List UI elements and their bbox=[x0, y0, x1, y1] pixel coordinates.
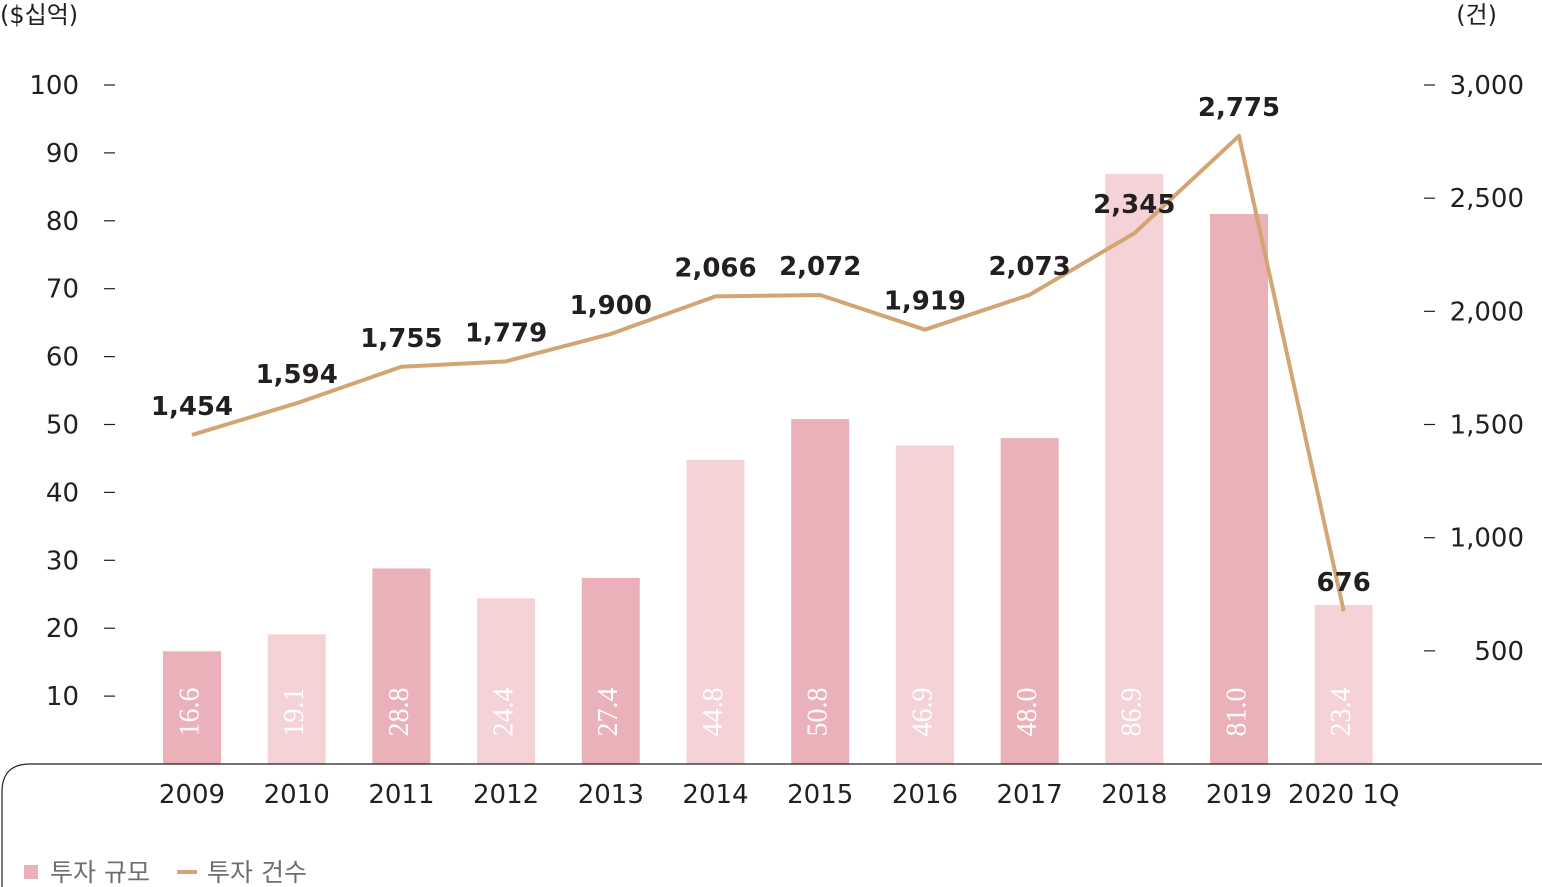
x-axis: 2009 2010 2011 2012 2013 2014 2015 2016 2017 2018… bbox=[159, 780, 1400, 810]
count-value-label: 1,454 bbox=[151, 392, 233, 422]
count-point bbox=[715, 295, 716, 297]
left-axis-tick-label: 50 bbox=[46, 411, 79, 441]
count-point bbox=[505, 360, 507, 362]
bars-group bbox=[163, 173, 1373, 765]
right-axis: 500 1,000 1,500 2,000 2,500 3,000 bbox=[1424, 71, 1524, 667]
left-axis-unit: ($십억) bbox=[0, 1, 78, 29]
bar-2012 bbox=[477, 598, 536, 764]
bar-value-label: 24.4 bbox=[489, 688, 520, 737]
x-axis-tick-label: 2015 bbox=[787, 780, 853, 810]
right-axis-tick-label: 3,000 bbox=[1450, 71, 1524, 101]
count-value-label: 2,775 bbox=[1198, 93, 1280, 123]
x-axis-tick-label: 2016 bbox=[892, 780, 958, 810]
bar-2011 bbox=[372, 568, 431, 764]
x-axis-tick-label: 2019 bbox=[1206, 780, 1272, 810]
count-line bbox=[191, 133, 1346, 612]
right-axis-tick-label: 1,000 bbox=[1450, 524, 1524, 554]
left-axis-tick-label: 90 bbox=[46, 139, 79, 169]
left-axis-tick-label: 100 bbox=[29, 71, 79, 101]
count-line-group bbox=[191, 133, 1346, 612]
right-axis-tick-label: 2,500 bbox=[1450, 184, 1524, 214]
x-axis-tick-label: 2009 bbox=[159, 780, 225, 810]
x-axis-tick-label: 2020 1Q bbox=[1288, 780, 1399, 810]
count-labels-group: 1,454 1,594 1,755 1,779 1,900 2,066 2,072 1,919… bbox=[151, 93, 1371, 598]
right-axis-tick-label: 1,500 bbox=[1450, 411, 1524, 441]
bar-value-label: 19.1 bbox=[279, 688, 310, 737]
legend: 투자 규모 투자 건수 bbox=[24, 858, 307, 887]
bar-2019 bbox=[1210, 214, 1268, 764]
x-axis-tick-label: 2017 bbox=[997, 780, 1063, 810]
left-axis: 10 20 30 40 50 60 70 80 90 100 bbox=[29, 71, 115, 712]
x-axis-tick-label: 2013 bbox=[578, 780, 644, 810]
x-axis-tick-label: 2014 bbox=[682, 780, 748, 810]
x-axis-tick-label: 2012 bbox=[473, 780, 539, 810]
count-point bbox=[400, 366, 402, 368]
left-axis-tick-label: 70 bbox=[46, 275, 79, 305]
count-value-label: 2,066 bbox=[674, 253, 756, 283]
bar-2010 bbox=[267, 634, 326, 764]
left-axis-tick-label: 80 bbox=[46, 207, 79, 237]
left-axis-tick-label: 20 bbox=[46, 614, 79, 644]
bar-2015 bbox=[791, 419, 850, 764]
left-axis-tick-label: 10 bbox=[46, 682, 79, 712]
bar-2013 bbox=[581, 577, 640, 764]
bar-value-label: 44.8 bbox=[698, 688, 729, 737]
bar-2009 bbox=[163, 651, 221, 764]
count-value-label: 2,073 bbox=[988, 252, 1070, 282]
count-point bbox=[610, 333, 612, 335]
bar-value-label: 28.8 bbox=[384, 688, 415, 737]
chart-frame bbox=[1, 763, 1542, 887]
count-point bbox=[1238, 135, 1240, 137]
bar-value-label: 27.4 bbox=[593, 688, 624, 737]
count-value-label: 2,345 bbox=[1093, 190, 1175, 220]
bar-2017 bbox=[1000, 438, 1059, 764]
count-point bbox=[1029, 294, 1031, 296]
left-axis-tick-label: 60 bbox=[46, 343, 79, 373]
count-value-label: 2,072 bbox=[779, 252, 861, 282]
x-axis-tick-label: 2010 bbox=[264, 780, 330, 810]
bar-2020-1Q bbox=[1314, 605, 1373, 764]
count-value-label: 676 bbox=[1317, 568, 1371, 598]
legend-bar-swatch bbox=[24, 865, 38, 879]
x-axis-tick-label: 2018 bbox=[1101, 780, 1167, 810]
bar-2016 bbox=[895, 445, 954, 764]
bar-value-label: 50.8 bbox=[803, 688, 834, 737]
legend-label-line: 투자 건수 bbox=[207, 858, 307, 887]
bar-value-label: 23.4 bbox=[1326, 688, 1357, 737]
x-axis-tick-label: 2011 bbox=[368, 780, 434, 810]
left-axis-tick-label: 40 bbox=[46, 478, 79, 508]
bar-labels-group: 16.6 19.1 28.8 24.4 27.4 44.8 50.8 46.9 48.0 86.9… bbox=[174, 688, 1357, 737]
bar-value-label: 81.0 bbox=[1221, 688, 1252, 737]
chart-baseline bbox=[1, 763, 1542, 887]
bar-value-label: 86.9 bbox=[1117, 688, 1148, 737]
count-value-label: 1,900 bbox=[570, 291, 652, 321]
legend-label-bars: 투자 규모 bbox=[50, 858, 150, 887]
count-point bbox=[1343, 610, 1345, 612]
bar-value-label: 48.0 bbox=[1012, 688, 1043, 737]
count-value-label: 1,779 bbox=[465, 318, 547, 348]
count-point bbox=[924, 329, 926, 331]
count-value-label: 1,594 bbox=[256, 360, 338, 390]
bar-2014 bbox=[686, 459, 745, 764]
right-axis-unit: (건) bbox=[1456, 1, 1497, 29]
count-point bbox=[819, 294, 821, 296]
count-value-label: 1,919 bbox=[884, 287, 966, 317]
bar-value-label: 16.6 bbox=[174, 688, 205, 737]
right-axis-tick-label: 2,000 bbox=[1450, 297, 1524, 327]
right-axis-tick-label: 500 bbox=[1474, 637, 1524, 667]
bar-value-label: 46.9 bbox=[907, 688, 938, 737]
count-point bbox=[296, 402, 298, 404]
left-axis-tick-label: 30 bbox=[46, 546, 79, 576]
bar-2018 bbox=[1105, 173, 1164, 765]
count-point bbox=[1133, 232, 1135, 234]
count-value-label: 1,755 bbox=[360, 324, 442, 354]
count-point bbox=[191, 434, 193, 436]
